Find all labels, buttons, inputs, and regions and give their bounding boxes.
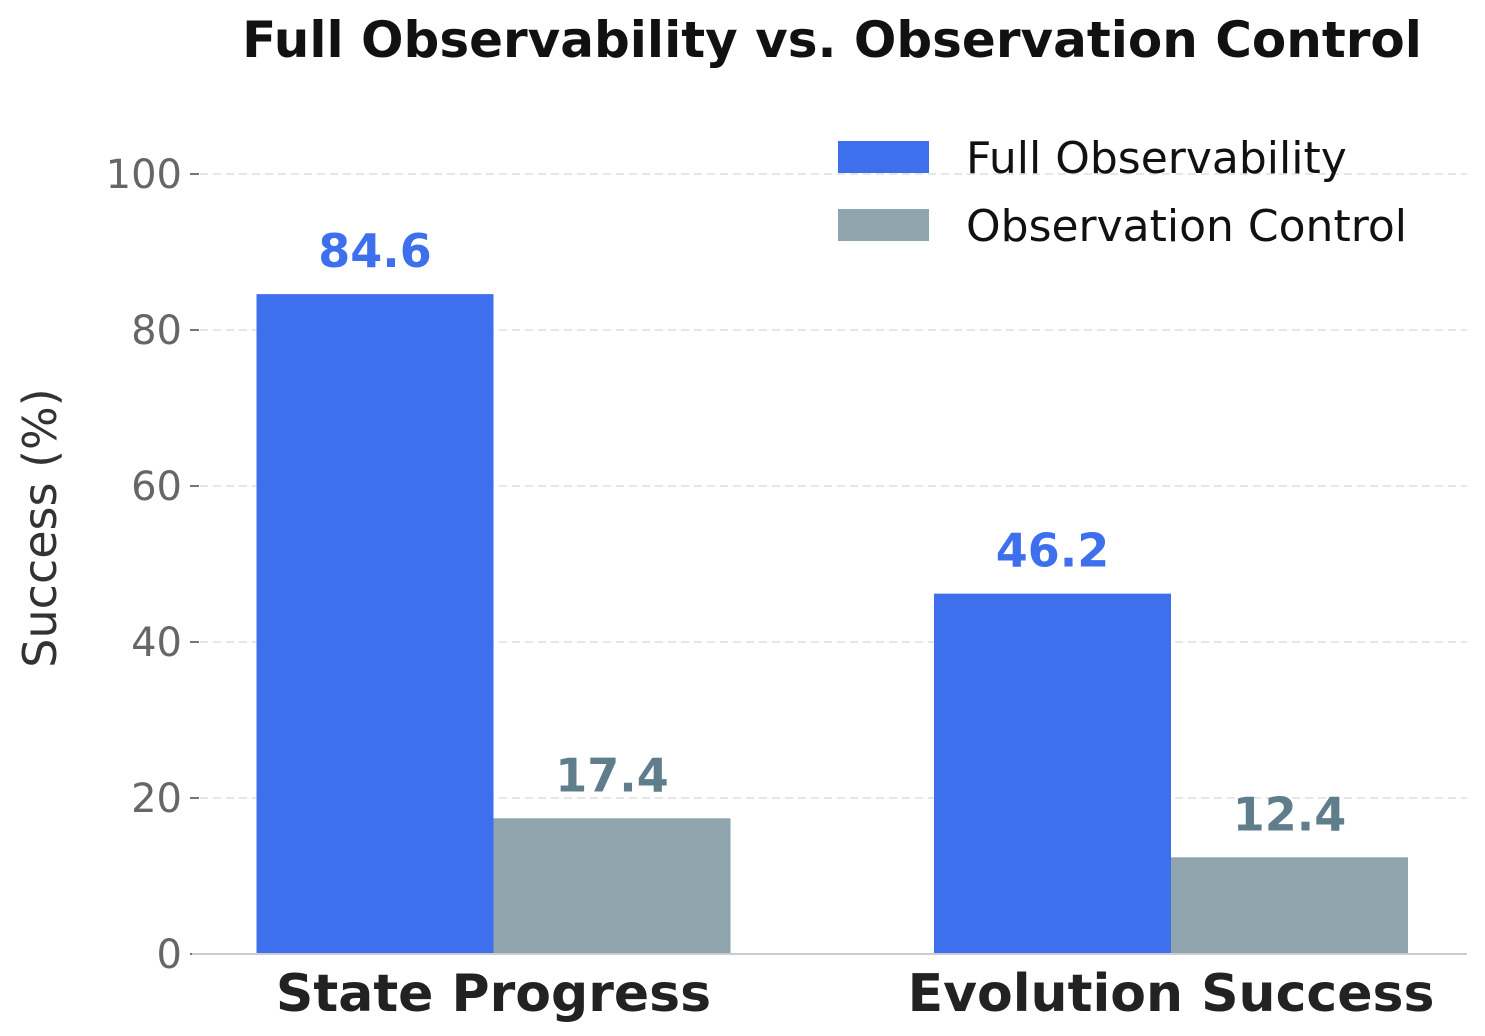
- data-label: 17.4: [555, 748, 669, 802]
- legend-label: Observation Control: [966, 201, 1407, 252]
- y-tick-label: 40: [131, 620, 182, 666]
- data-label: 46.2: [996, 524, 1110, 578]
- y-axis-label: Success (%): [13, 388, 67, 667]
- data-label: 12.4: [1233, 787, 1347, 841]
- legend-swatch: [838, 209, 929, 241]
- bar-observation-control: [1171, 857, 1408, 954]
- x-tick-label: Evolution Success: [908, 964, 1435, 1024]
- y-tick-label: 20: [131, 776, 182, 822]
- x-axis: State Progress Evolution Success: [276, 964, 1434, 1024]
- x-tick-label: State Progress: [276, 964, 711, 1024]
- data-label: 84.6: [318, 224, 432, 278]
- legend-swatch: [838, 141, 929, 173]
- chart-title: Full Observability vs. Observation Contr…: [242, 11, 1422, 69]
- y-tick-label: 80: [131, 308, 182, 354]
- y-tick-label: 60: [131, 464, 182, 510]
- y-axis: 0 20 40 60 80 100: [106, 152, 199, 978]
- legend-label: Full Observability: [966, 133, 1347, 184]
- y-tick-label: 0: [157, 932, 182, 978]
- y-tick-label: 100: [106, 152, 182, 198]
- bar-full-observability: [256, 294, 494, 954]
- bar-full-observability: [934, 593, 1171, 954]
- legend: Full Observability Observation Control: [838, 133, 1407, 252]
- bars: 84.6 17.4 46.2 12.4: [256, 224, 1408, 954]
- bar-observation-control: [493, 818, 731, 954]
